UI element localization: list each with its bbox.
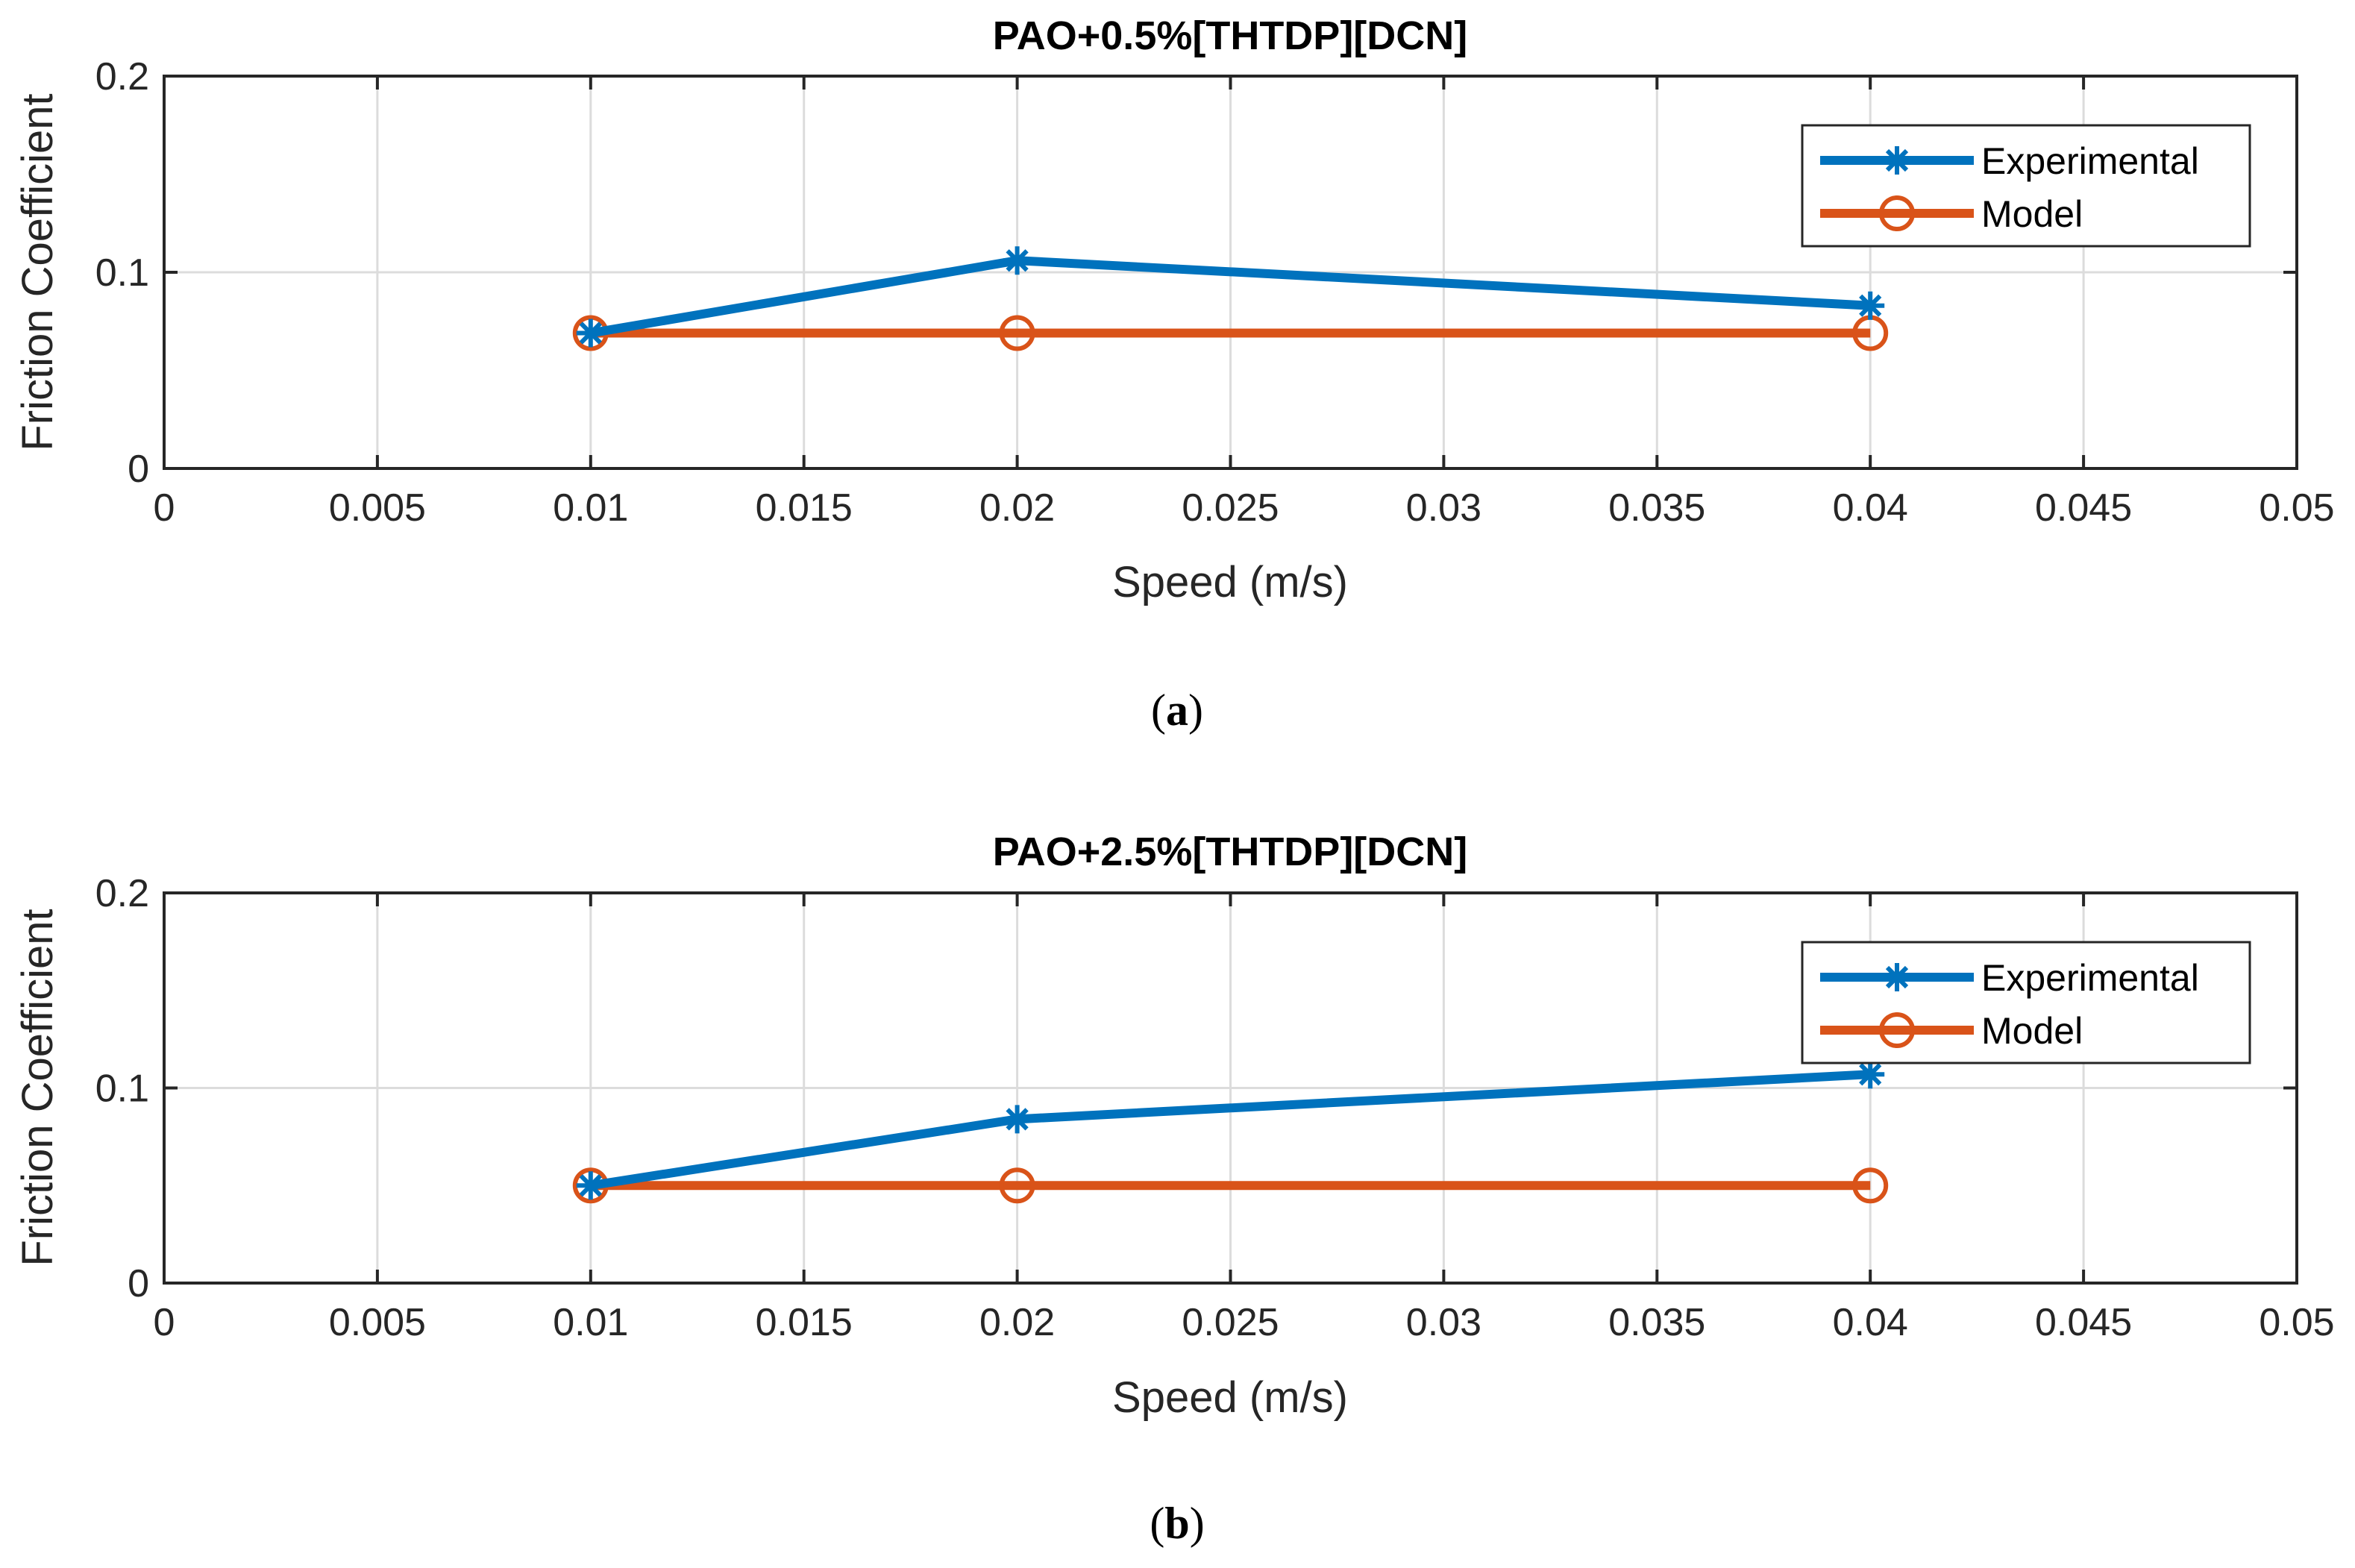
chart-title: PAO+0.5%[THTDP][DCN] bbox=[993, 13, 1468, 58]
x-tick-label: 0.025 bbox=[1182, 486, 1279, 530]
data-point-model bbox=[999, 315, 1035, 351]
series-layer bbox=[572, 246, 1889, 351]
x-tick-label: 0.02 bbox=[979, 486, 1055, 530]
y-tick-label: 0.1 bbox=[95, 251, 149, 295]
data-point-experimental bbox=[1003, 246, 1032, 275]
legend-label-model: Model bbox=[1981, 193, 2083, 235]
legend-label-experimental: Experimental bbox=[1981, 957, 2199, 999]
panel-caption-letter: a bbox=[1166, 686, 1188, 735]
tick-labels: 0 0.005 0.01 0.015 0.02 0.025 0.03 0.035 0.04 0.0… bbox=[95, 872, 2335, 1344]
x-tick-label: 0.045 bbox=[2035, 486, 2132, 530]
data-point-experimental bbox=[576, 1171, 605, 1200]
x-tick-label: 0.025 bbox=[1182, 1301, 1279, 1344]
data-point-experimental bbox=[1856, 1060, 1885, 1089]
x-tick-label: 0.015 bbox=[756, 1301, 853, 1344]
legend-marker-experimental bbox=[1883, 146, 1911, 175]
legend-marker-model bbox=[1879, 195, 1915, 231]
x-tick-label: 0 bbox=[154, 486, 175, 530]
y-tick-label: 0.2 bbox=[95, 872, 149, 915]
legend-box bbox=[1801, 941, 2251, 1064]
x-tick-label: 0 bbox=[154, 1301, 175, 1344]
legend: Experimental Model bbox=[1801, 941, 2251, 1064]
panel-caption: (a) bbox=[1151, 686, 1203, 735]
panel-caption: (b) bbox=[1150, 1499, 1204, 1548]
legend: Experimental Model bbox=[1801, 124, 2251, 248]
x-tick-label: 0.04 bbox=[1833, 1301, 1908, 1344]
legend-label-model: Model bbox=[1981, 1010, 2083, 1052]
x-tick-label: 0.02 bbox=[979, 1301, 1055, 1344]
y-tick-label: 0 bbox=[128, 448, 149, 491]
tick-labels: 0 0.005 0.01 0.015 0.02 0.025 0.03 0.035 0.04 0.0… bbox=[95, 55, 2335, 530]
tick-marks bbox=[163, 891, 2298, 1285]
x-tick-label: 0.04 bbox=[1833, 486, 1908, 530]
x-tick-label: 0.01 bbox=[553, 1301, 628, 1344]
series-layer bbox=[572, 1060, 1889, 1204]
legend-label-experimental: Experimental bbox=[1981, 140, 2199, 182]
legend-marker-experimental bbox=[1883, 963, 1911, 991]
x-tick-label: 0.03 bbox=[1406, 486, 1481, 530]
x-axis-label: Speed (m/s) bbox=[1112, 558, 1348, 606]
chart-title: PAO+2.5%[THTDP][DCN] bbox=[993, 830, 1468, 874]
data-point-model bbox=[1852, 1167, 1889, 1204]
x-tick-label: 0.035 bbox=[1608, 486, 1705, 530]
legend-marker-model bbox=[1879, 1012, 1915, 1048]
data-point-experimental bbox=[576, 319, 605, 348]
x-tick-label: 0.045 bbox=[2035, 1301, 2132, 1344]
panel-caption-letter: b bbox=[1164, 1499, 1189, 1548]
y-axis-label: Friction Coefficient bbox=[13, 909, 62, 1266]
legend-box bbox=[1801, 124, 2251, 248]
x-axis-label: Speed (m/s) bbox=[1112, 1373, 1348, 1422]
tick-marks bbox=[163, 75, 2298, 470]
chart-panel-b: 0 0.005 0.01 0.015 0.02 0.025 0.03 0.035 0.04 0.0… bbox=[13, 830, 2335, 1548]
x-tick-label: 0.01 bbox=[553, 486, 628, 530]
chart-panel-a: 0 0.005 0.01 0.015 0.02 0.025 0.03 0.035 0.04 0.0… bbox=[13, 13, 2335, 735]
y-axis-label: Friction Coefficient bbox=[13, 93, 62, 451]
data-point-experimental bbox=[1003, 1105, 1032, 1134]
x-tick-label: 0.035 bbox=[1608, 1301, 1705, 1344]
y-tick-label: 0.1 bbox=[95, 1067, 149, 1111]
x-tick-label: 0.005 bbox=[329, 1301, 426, 1344]
y-tick-label: 0.2 bbox=[95, 55, 149, 98]
data-point-model bbox=[999, 1167, 1035, 1204]
x-tick-label: 0.05 bbox=[2259, 486, 2334, 530]
data-point-experimental bbox=[1856, 291, 1885, 320]
x-tick-label: 0.05 bbox=[2259, 1301, 2334, 1344]
x-tick-label: 0.005 bbox=[329, 486, 426, 530]
x-tick-label: 0.015 bbox=[756, 486, 853, 530]
x-tick-label: 0.03 bbox=[1406, 1301, 1481, 1344]
y-tick-label: 0 bbox=[128, 1262, 149, 1305]
